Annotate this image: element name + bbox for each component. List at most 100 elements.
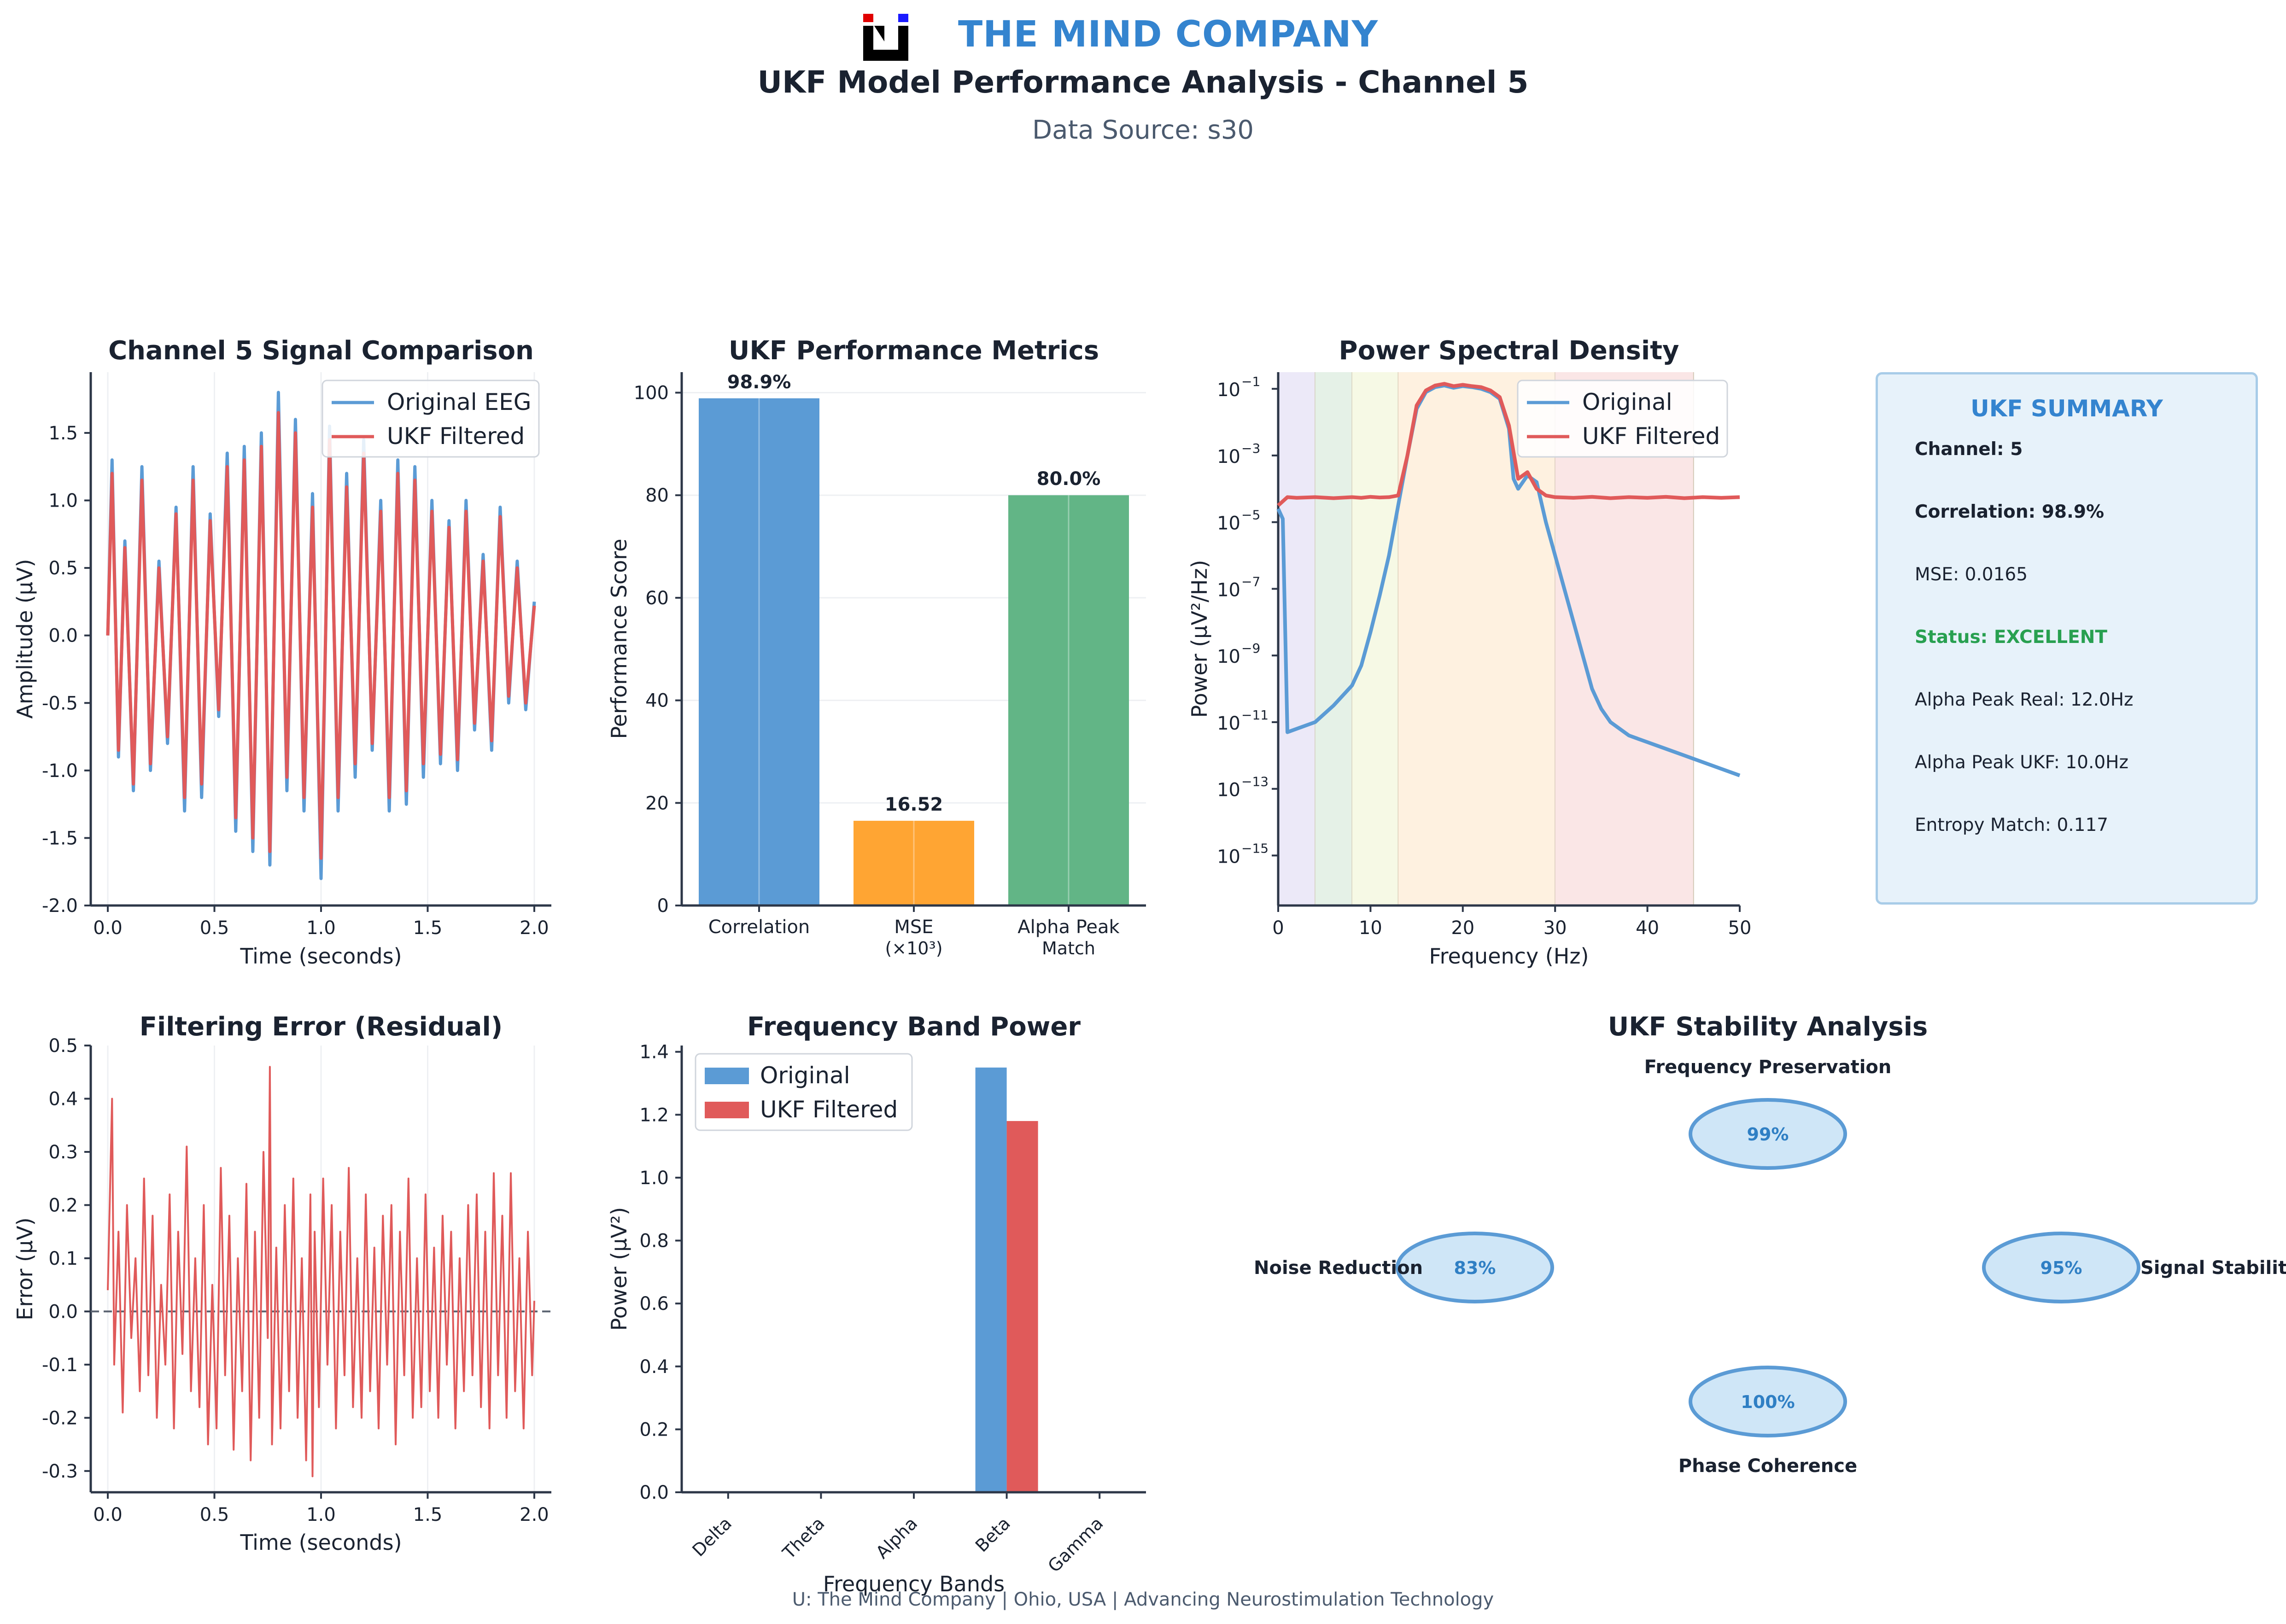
- y-axis-label: Amplitude (μV): [12, 559, 37, 719]
- x-tick-label: 1.5: [413, 917, 443, 939]
- legend-box: [695, 1053, 913, 1131]
- stability-value: 83%: [1454, 1258, 1496, 1278]
- y-axis-label: Performance Score: [607, 539, 631, 739]
- x-tick-label: 40: [1636, 917, 1659, 939]
- x-tick-label: 0.5: [200, 917, 229, 939]
- frequency-band-shading: [1315, 372, 1352, 905]
- y-tick-label: 40: [645, 690, 669, 712]
- chart-title: UKF Stability Analysis: [1608, 1012, 1928, 1042]
- summary-alpha-ukf: Alpha Peak UKF: 10.0Hz: [1915, 752, 2128, 773]
- ukf-filtered-line: [106, 411, 536, 860]
- x-tick-label: 2.0: [520, 1504, 549, 1525]
- y-tick-exponent: −1: [1241, 374, 1260, 389]
- y-tick-label: 10: [1217, 579, 1240, 601]
- y-tick-exponent: −13: [1241, 774, 1269, 789]
- y-tick-label: 0.0: [639, 1482, 669, 1503]
- x-tick-label: 1.0: [306, 917, 336, 939]
- stability-diagram: UKF Stability Analysis 99% Frequency Prese…: [1254, 1012, 2286, 1477]
- bar-value-label: 98.9%: [727, 372, 791, 393]
- y-tick-label: 0.2: [639, 1419, 669, 1440]
- y-tick-label: 0.0: [48, 1301, 78, 1322]
- y-axis-label: Power (μV²/Hz): [1187, 560, 1212, 718]
- x-tick-label: 20: [1451, 917, 1474, 939]
- ukf-summary-panel: UKF SUMMARY Channel: 5 Correlation: 98.9…: [1876, 372, 2258, 905]
- x-tick-label: 30: [1543, 917, 1567, 939]
- x-axis-label: Time (seconds): [240, 944, 402, 969]
- y-tick-exponent: −5: [1241, 508, 1260, 523]
- page-subtitle: Data Source: s30: [1032, 115, 1254, 145]
- x-tick-label: Theta: [778, 1513, 829, 1563]
- y-tick-label: -0.5: [42, 693, 78, 714]
- y-tick-exponent: −3: [1241, 441, 1260, 456]
- y-axis-label: Power (μV²): [607, 1207, 631, 1331]
- y-tick-label: -2.0: [42, 895, 78, 917]
- x-tick-label: Gamma: [1044, 1513, 1107, 1576]
- legend-box: [322, 380, 540, 458]
- y-tick-exponent: −7: [1241, 574, 1260, 589]
- stability-node: [1689, 1366, 1847, 1437]
- x-tick-label: 0.0: [93, 1504, 123, 1525]
- y-tick-label: -0.3: [42, 1461, 78, 1482]
- chart-title: Filtering Error (Residual): [140, 1012, 503, 1042]
- y-tick-label: 0: [657, 895, 669, 917]
- logo-mark: [863, 14, 908, 61]
- y-tick-label: 0.8: [639, 1231, 669, 1252]
- y-tick-label: 0.5: [48, 558, 78, 579]
- legend-label: UKF Filtered: [1582, 423, 1720, 450]
- x-axis-label: Frequency (Hz): [1429, 944, 1589, 969]
- summary-entropy: Entropy Match: 0.117: [1915, 815, 2109, 835]
- y-tick-label: 10: [1217, 846, 1240, 867]
- x-tick-label: 2.0: [520, 917, 549, 939]
- legend-swatch: [705, 1102, 749, 1118]
- y-tick-label: 0.5: [48, 1035, 78, 1057]
- y-tick-label: 1.4: [639, 1042, 669, 1063]
- metric-bar: [699, 398, 819, 905]
- residual-line: [107, 1066, 535, 1478]
- legend-box: [1517, 380, 1728, 458]
- x-tick-label: 0: [1272, 917, 1284, 939]
- y-tick-label: 10: [1217, 513, 1240, 534]
- y-tick-exponent: −11: [1241, 707, 1269, 723]
- chart-title: Frequency Band Power: [747, 1012, 1081, 1042]
- y-tick-label: 80: [645, 485, 669, 506]
- bar-value-label: 80.0%: [1037, 468, 1101, 490]
- summary-alpha-real: Alpha Peak Real: 12.0Hz: [1915, 689, 2134, 710]
- y-tick-label: 0.0: [48, 625, 78, 647]
- summary-mse: MSE: 0.0165: [1915, 564, 2028, 585]
- chart-title: Power Spectral Density: [1339, 336, 1679, 366]
- stability-label: Phase Coherence: [1678, 1455, 1857, 1477]
- bar-value-label: 16.52: [885, 794, 943, 815]
- x-axis-label: Time (seconds): [240, 1530, 402, 1555]
- y-tick-label: -0.1: [42, 1355, 78, 1376]
- summary-correlation: Correlation: 98.9%: [1915, 502, 2105, 522]
- x-tick-label: 10: [1359, 917, 1382, 939]
- x-tick-label: Beta: [971, 1513, 1014, 1556]
- y-tick-label: 10: [1217, 446, 1240, 467]
- x-tick-label: Correlation: [708, 917, 810, 938]
- metric-bar: [854, 821, 974, 905]
- y-axis-label: Error (μV): [12, 1217, 37, 1320]
- y-tick-label: -1.0: [42, 760, 78, 782]
- x-axis-label: Frequency Bands: [823, 1571, 1005, 1596]
- footer-text: U: The Mind Company | Ohio, USA | Advanc…: [792, 1589, 1494, 1610]
- y-tick-label: 60: [645, 588, 669, 609]
- ukf-band-bar: [1006, 1121, 1038, 1492]
- stability-label: Noise Reduction: [1254, 1257, 1423, 1279]
- y-tick-label: 10: [1217, 646, 1240, 667]
- x-tick-label: 1.5: [413, 1504, 443, 1525]
- legend-label: Original: [1582, 389, 1672, 415]
- x-tick-label: 1.0: [306, 1504, 336, 1525]
- x-tick-label: Delta: [688, 1513, 736, 1560]
- legend-label: UKF Filtered: [760, 1096, 898, 1123]
- y-tick-label: 1.0: [48, 491, 78, 512]
- company-name: THE MIND COMPANY: [958, 14, 1379, 55]
- y-tick-label: -1.5: [42, 828, 78, 849]
- signal-comparison-chart: Channel 5 Signal Comparison 0.0 0.5 1.0 1.5 2…: [12, 336, 551, 969]
- stability-label: Frequency Preservation: [1644, 1057, 1892, 1078]
- y-tick-label: 1.2: [639, 1104, 669, 1126]
- chart-title: Channel 5 Signal Comparison: [108, 336, 534, 366]
- stability-node: [1689, 1098, 1847, 1170]
- logo-inner-mark: [874, 26, 884, 41]
- x-tick-label: 50: [1728, 917, 1752, 939]
